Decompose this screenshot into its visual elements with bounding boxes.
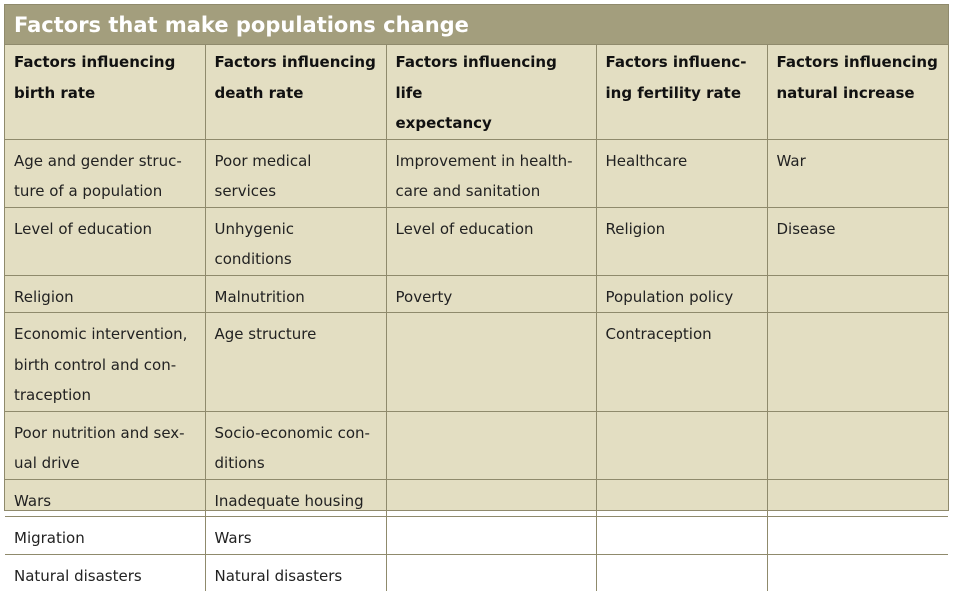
table-cell [595,478,768,517]
table-cell: Population policy [595,274,768,313]
table-header-row: Factors influencing birth rate Factors i… [5,45,948,140]
table-cell [766,478,948,517]
factors-table: Factors influencing birth rate Factors i… [5,45,948,591]
table-cell [766,410,948,480]
table-title: Factors that make populations change [5,5,948,45]
table-cell [766,312,948,412]
table-cell: Level of education [385,206,597,276]
table-cell: Socio-economic con- ditions [204,410,387,480]
header-fertility-rate: Factors influenc- ing fertility rate [595,45,768,140]
header-life-expectancy: Factors influencing life expectancy [385,45,597,140]
table-row: Wars Inadequate housing [5,478,948,517]
table-cell: Poor nutrition and sex- ual drive [5,410,206,480]
table-row: Level of education Unhygenic conditions … [5,206,948,276]
table-cell: Religion [5,274,206,313]
table-row: Natural disasters Natural disasters [5,553,948,591]
table-row: Poor nutrition and sex- ual drive Socio-… [5,410,948,480]
table-cell: Religion [595,206,768,276]
table-row: Economic intervention, birth control and… [5,312,948,412]
table-cell: Migration [5,516,206,555]
table-row: Religion Malnutrition Poverty Population… [5,274,948,313]
table-cell [766,553,948,591]
table-cell [385,553,597,591]
table-cell: Improvement in health- care and sanitati… [385,138,597,208]
table-cell [385,410,597,480]
header-birth-rate: Factors influencing birth rate [5,45,206,140]
table-cell: Contraception [595,312,768,412]
table-cell: Healthcare [595,138,768,208]
table-cell: Unhygenic conditions [204,206,387,276]
factors-table-panel: Factors that make populations change Fac… [4,4,949,591]
table-cell [385,478,597,517]
table-cell [595,553,768,591]
table-cell: Economic intervention, birth control and… [5,312,206,412]
table-cell: Natural disasters [204,553,387,591]
table-cell [766,516,948,555]
table-cell: Poor medical services [204,138,387,208]
header-death-rate: Factors influencing death rate [204,45,387,140]
table-cell: Level of education [5,206,206,276]
table-cell: Natural disasters [5,553,206,591]
table-cell [385,312,597,412]
table-cell: Wars [204,516,387,555]
table-cell [595,516,768,555]
table-row: Migration Wars [5,516,948,555]
table-cell: Age structure [204,312,387,412]
table-cell: Malnutrition [204,274,387,313]
table-cell: Poverty [385,274,597,313]
table-cell: War [766,138,948,208]
table-cell [385,516,597,555]
table-cell: Wars [5,478,206,517]
table-cell: Disease [766,206,948,276]
table-cell: Inadequate housing [204,478,387,517]
table-cell [766,274,948,313]
table-cell [595,410,768,480]
table-row: Age and gender struc- ture of a populati… [5,138,948,208]
table-cell: Age and gender struc- ture of a populati… [5,138,206,208]
header-natural-increase: Factors influencing natural increase [766,45,948,140]
